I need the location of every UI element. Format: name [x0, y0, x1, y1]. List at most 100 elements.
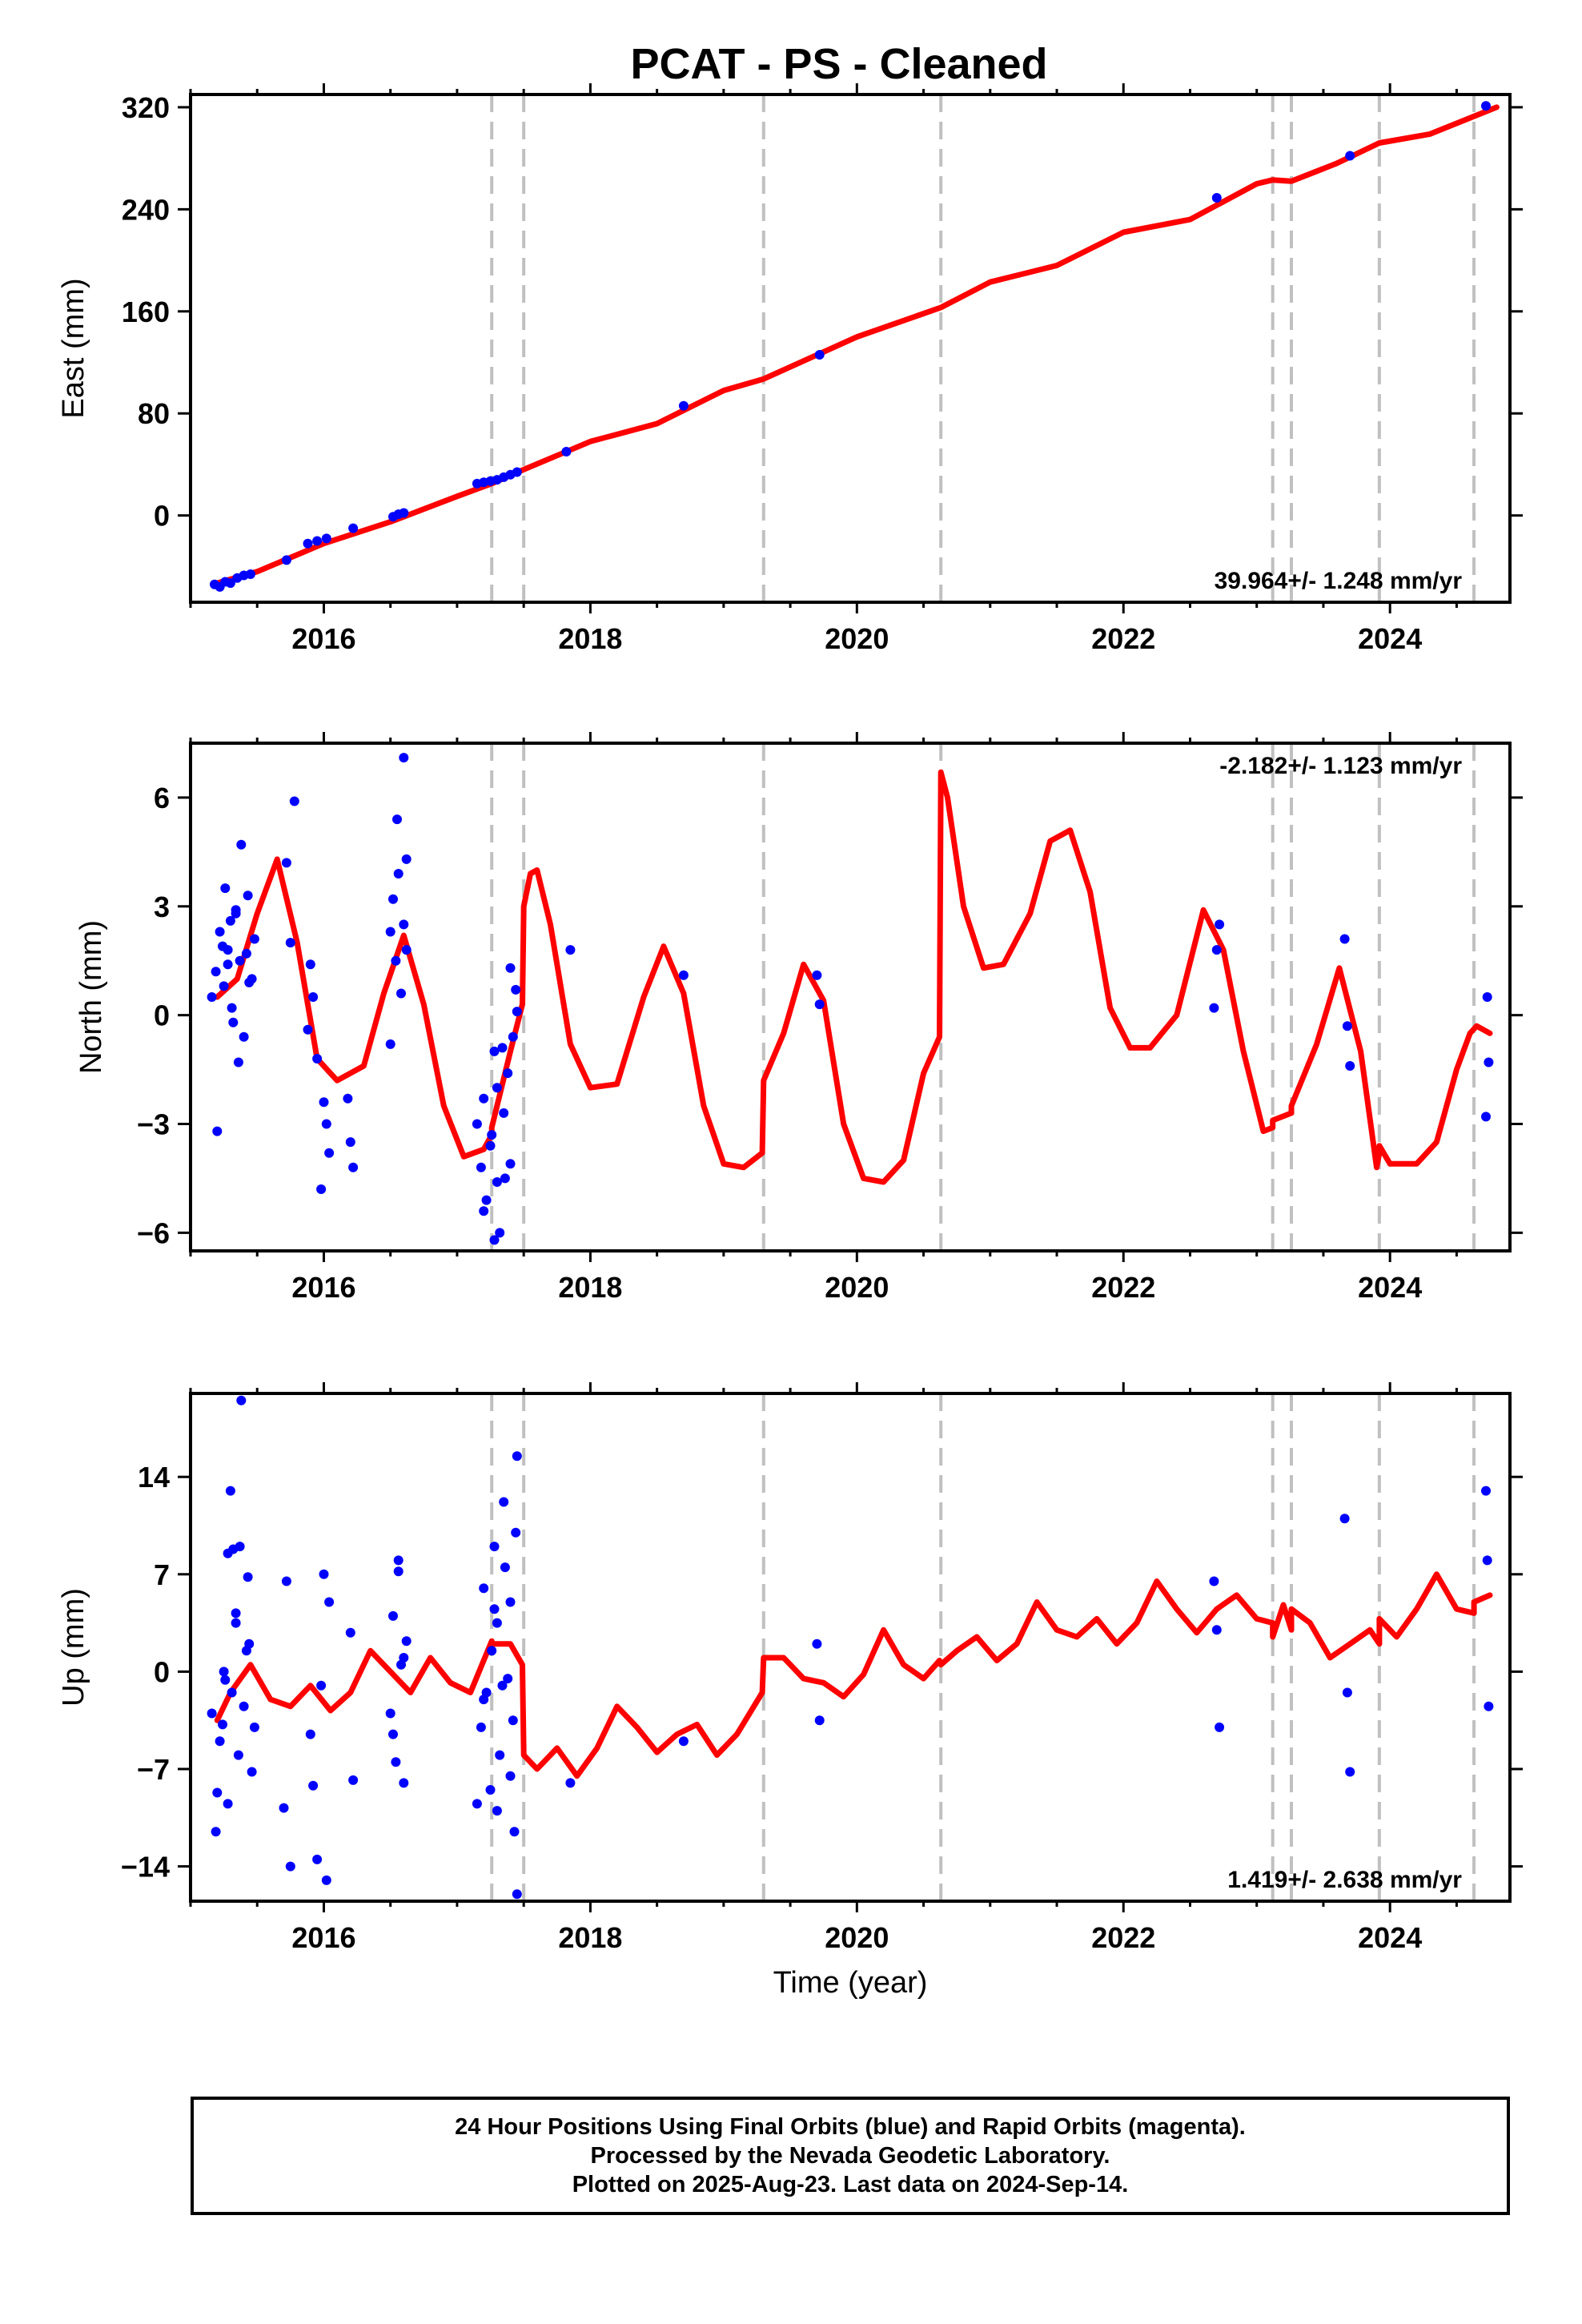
data-point — [385, 1708, 396, 1719]
data-point — [393, 869, 404, 879]
caption-box: 24 Hour Positions Using Final Orbits (bl… — [191, 2097, 1510, 2215]
data-point — [489, 1604, 500, 1614]
data-point — [393, 1555, 404, 1566]
model-fit-line — [214, 1571, 1493, 1779]
data-point — [249, 934, 259, 944]
panel-up: 2016 2018 2020 2022 2024 −14 −7 0 7 14 Up (mm) 1… — [57, 1382, 1523, 1954]
data-point — [1345, 1061, 1355, 1071]
y-tick-label: 0 — [154, 999, 170, 1032]
data-point — [1211, 1625, 1222, 1635]
x-tick-label: 2022 — [1091, 1921, 1155, 1954]
y-axis-ticks: −6 −3 0 3 6 — [137, 782, 1523, 1249]
data-point — [312, 1854, 323, 1864]
data-point — [512, 467, 522, 477]
x-tick-label: 2024 — [1358, 622, 1422, 655]
data-point — [345, 1137, 355, 1148]
data-point — [281, 858, 291, 868]
data-point — [1209, 1003, 1219, 1013]
data-point — [211, 1827, 221, 1837]
data-point — [497, 1043, 508, 1053]
data-point — [231, 908, 241, 919]
data-point — [223, 1799, 233, 1809]
data-point — [392, 814, 402, 825]
data-point — [812, 970, 822, 980]
data-point — [472, 1799, 482, 1809]
data-point — [303, 538, 313, 549]
plot-frame — [189, 93, 1512, 604]
data-point — [212, 1787, 223, 1798]
data-point — [503, 1068, 513, 1079]
plot-frame — [189, 742, 1512, 1252]
x-tick-label: 2016 — [291, 1921, 355, 1954]
data-point — [388, 1610, 398, 1621]
data-point — [385, 927, 396, 937]
data-point — [399, 919, 409, 930]
x-tick-label: 2020 — [825, 622, 889, 655]
data-point — [391, 1757, 401, 1767]
data-point — [285, 938, 295, 948]
data-point — [249, 1722, 259, 1732]
data-point — [220, 1675, 231, 1685]
y-tick-label: −7 — [137, 1753, 170, 1786]
data-point — [321, 533, 331, 544]
data-point — [215, 927, 225, 937]
x-tick-label: 2016 — [291, 622, 355, 655]
plot-frame — [189, 1392, 1512, 1903]
data-point — [511, 1527, 521, 1538]
data-point — [239, 1031, 249, 1042]
data-point — [399, 753, 409, 763]
data-point — [219, 1667, 229, 1677]
y-tick-label: −6 — [137, 1216, 170, 1249]
data-point — [233, 1750, 243, 1760]
y-tick-label: 80 — [138, 397, 170, 430]
data-point — [1215, 1722, 1225, 1732]
data-point — [245, 569, 255, 579]
y-tick-label: 3 — [154, 891, 170, 923]
data-point — [348, 523, 359, 533]
data-point — [505, 963, 516, 973]
data-point — [345, 1627, 355, 1638]
data-point — [814, 350, 825, 360]
data-point — [391, 955, 401, 966]
y-axis-label: Up (mm) — [57, 1588, 90, 1707]
data-point — [281, 1576, 291, 1586]
data-point — [227, 1003, 237, 1013]
data-point — [479, 1583, 489, 1594]
caption-line-3: Plotted on 2025-Aug-23. Last data on 202… — [572, 2172, 1129, 2197]
data-point — [308, 1780, 319, 1791]
data-point — [236, 839, 247, 850]
data-point — [495, 1228, 505, 1238]
data-point — [219, 981, 229, 991]
data-point — [324, 1597, 335, 1607]
offset-markers — [490, 94, 1476, 602]
velocity-annotation: 39.964+/- 1.248 mm/yr — [1215, 568, 1463, 594]
data-point — [476, 1722, 486, 1732]
data-point — [207, 1708, 217, 1719]
data-point — [303, 1024, 313, 1035]
data-point — [1209, 1576, 1219, 1586]
data-point — [499, 1497, 509, 1507]
data-point — [305, 959, 315, 970]
data-point — [1339, 934, 1350, 944]
data-point — [479, 1206, 489, 1216]
data-point — [305, 1729, 315, 1739]
y-tick-label: −3 — [137, 1108, 170, 1141]
data-point — [508, 1031, 518, 1042]
x-tick-label: 2020 — [825, 1921, 889, 1954]
data-point — [500, 1562, 510, 1573]
offset-markers — [490, 743, 1476, 1251]
data-point — [1215, 919, 1225, 930]
data-point — [235, 955, 245, 966]
data-point — [485, 1785, 496, 1795]
data-point — [211, 967, 221, 977]
data-point — [289, 796, 299, 806]
data-point — [1481, 1486, 1491, 1496]
data-point — [388, 1729, 398, 1739]
data-point — [399, 508, 409, 518]
final-orbit-points — [207, 1395, 1494, 1900]
data-point — [476, 1162, 486, 1172]
data-point — [503, 1674, 513, 1684]
data-point — [243, 1572, 253, 1582]
data-point — [401, 1636, 412, 1647]
